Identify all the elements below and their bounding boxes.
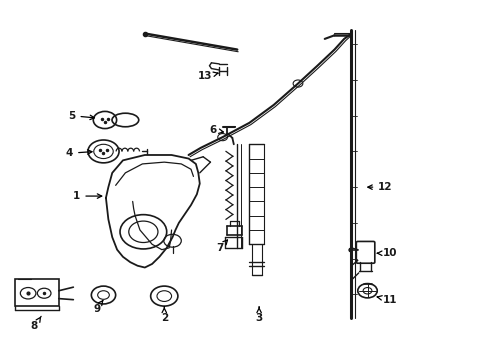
Text: 8: 8 [31,316,41,332]
Text: 2: 2 [161,307,167,323]
Text: 13: 13 [197,71,218,81]
Text: 7: 7 [216,240,227,253]
Text: 11: 11 [376,295,397,305]
Text: 3: 3 [255,307,262,323]
Text: 10: 10 [376,248,397,258]
Text: 12: 12 [367,182,392,192]
Text: 1: 1 [73,191,102,201]
Text: 9: 9 [93,301,102,314]
Text: 5: 5 [68,111,94,121]
Text: 6: 6 [209,125,223,135]
Text: 4: 4 [66,148,92,158]
